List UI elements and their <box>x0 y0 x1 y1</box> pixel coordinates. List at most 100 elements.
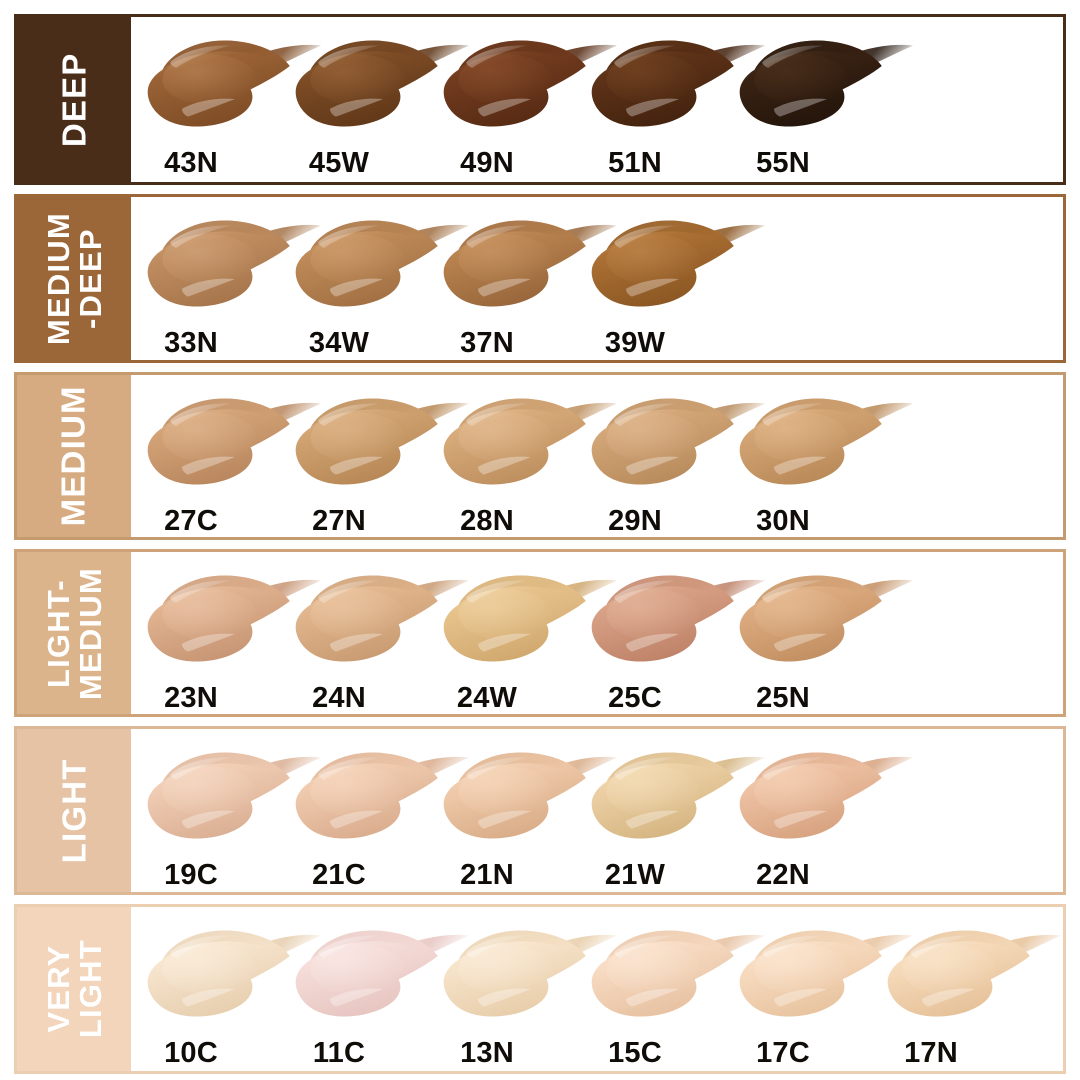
shade-row-medium: MEDIUM -DEEP <box>14 194 1066 363</box>
shade-swatch-cell[interactable]: 29N <box>575 381 766 537</box>
category-label-block: VERY LIGHT <box>17 906 131 1072</box>
shade-name-label: 34W <box>308 327 370 360</box>
shade-name-label: 17N <box>904 1036 958 1069</box>
shade-name-label: 19C <box>164 859 218 892</box>
shade-name-label: 21N <box>460 859 514 892</box>
foundation-smear-icon <box>725 564 921 676</box>
shade-name-label: 33N <box>164 327 218 360</box>
category-label-line2: -DEEP <box>72 228 108 329</box>
foundation-swatch-art <box>739 398 914 485</box>
shade-name-label: 17C <box>756 1036 810 1069</box>
shade-swatch-cell[interactable]: 37N <box>427 203 618 360</box>
shade-name-label: 11C <box>312 1036 366 1069</box>
category-label-block: MEDIUM -DEEP <box>17 197 131 360</box>
shade-name-label: 45W <box>308 147 370 179</box>
shade-name-label: 15C <box>608 1036 662 1069</box>
shade-swatch-cell[interactable]: 11C <box>279 913 470 1071</box>
swatch-area: 33N <box>131 197 1063 360</box>
shade-row-very: VERY LIGHT <box>14 903 1066 1075</box>
shade-name-label: 25N <box>756 682 810 714</box>
shade-name-label: 24W <box>456 682 518 714</box>
category-label-line1: DEEP <box>55 52 93 147</box>
shade-name-label: 21C <box>312 859 366 892</box>
swatch-area: 27C <box>131 374 1063 537</box>
category-label-text: DEEP <box>55 52 93 147</box>
shade-swatch-cell[interactable]: 43N <box>131 23 322 182</box>
category-label-text: LIGHT- MEDIUM <box>40 566 108 700</box>
foundation-swatch-art <box>739 40 914 127</box>
category-label-line2: LIGHT <box>72 939 107 1039</box>
shade-swatch-cell[interactable]: 13N <box>427 913 618 1071</box>
category-label-line2: MEDIUM <box>72 566 108 700</box>
category-label-line1: LIGHT- <box>40 578 76 688</box>
shade-swatch-cell[interactable]: 39W <box>575 203 766 360</box>
foundation-swatch-art <box>591 220 766 307</box>
category-label-line1: MEDIUM <box>55 385 93 527</box>
shade-swatch-cell[interactable]: 45W <box>279 23 470 182</box>
shade-swatch-cell[interactable]: 19C <box>131 735 322 892</box>
foundation-smear-icon <box>577 209 773 321</box>
shade-row-light: LIGHT <box>14 726 1066 895</box>
shade-swatch-cell[interactable]: 21W <box>575 735 766 892</box>
shade-name-label: 23N <box>164 682 218 714</box>
shade-name-label: 51N <box>608 147 662 179</box>
shade-swatch-cell[interactable]: 25C <box>575 558 766 714</box>
shade-name-label: 24N <box>312 682 366 714</box>
shade-name-label: 39W <box>604 327 666 360</box>
foundation-swatch-art <box>739 575 914 662</box>
shade-swatch-cell[interactable]: 24N <box>279 558 470 714</box>
shade-name-label: 13N <box>460 1036 514 1069</box>
shade-swatch-cell[interactable]: 21C <box>279 735 470 892</box>
category-label-line1: MEDIUM <box>40 212 76 345</box>
shade-swatch-cell[interactable]: 21N <box>427 735 618 892</box>
shade-swatch-cell[interactable]: 49N <box>427 23 618 182</box>
category-label-block: LIGHT <box>17 729 131 892</box>
shade-name-label: 10C <box>164 1036 218 1069</box>
shade-swatch-cell[interactable]: 10C <box>131 913 322 1071</box>
shade-swatch-cell[interactable]: 55N <box>723 23 914 182</box>
shade-name-label: 22N <box>756 859 810 892</box>
foundation-smear-icon <box>725 741 921 853</box>
shade-swatch-cell[interactable]: 30N <box>723 381 914 537</box>
shade-swatch-cell[interactable]: 23N <box>131 558 322 714</box>
swatch-area: 19C <box>131 729 1063 892</box>
category-label-text: LIGHT <box>55 758 92 863</box>
shade-name-label: 30N <box>756 504 810 537</box>
shade-name-label: 21W <box>604 859 666 892</box>
shade-name-label: 37N <box>460 327 514 360</box>
shade-name-label: 55N <box>756 147 810 179</box>
shade-name-label: 25C <box>608 682 662 714</box>
shade-name-label: 28N <box>460 504 514 537</box>
shade-row-medium: MEDIUM <box>14 371 1066 540</box>
shade-swatch-cell[interactable]: 15C <box>575 913 766 1071</box>
shade-name-label: 27N <box>312 504 366 537</box>
category-label-text: MEDIUM -DEEP <box>40 212 108 345</box>
shade-swatch-cell[interactable]: 17N <box>871 913 1062 1071</box>
shade-swatch-cell[interactable]: 27C <box>131 381 322 537</box>
category-label-text: MEDIUM <box>55 385 93 527</box>
foundation-smear-icon <box>725 29 921 141</box>
shade-name-label: 29N <box>608 504 662 537</box>
shade-swatch-cell[interactable]: 27N <box>279 381 470 537</box>
shade-swatch-cell[interactable]: 28N <box>427 381 618 537</box>
foundation-smear-icon <box>725 387 921 499</box>
category-label-block: LIGHT- MEDIUM <box>17 552 131 715</box>
swatch-area: 23N <box>131 552 1063 715</box>
shade-swatch-cell[interactable]: 51N <box>575 23 766 182</box>
shade-swatch-cell[interactable]: 22N <box>723 735 914 892</box>
shade-swatch-cell[interactable]: 24W <box>427 558 618 714</box>
category-label-block: MEDIUM <box>17 374 131 537</box>
shade-swatch-cell[interactable]: 33N <box>131 203 322 360</box>
shade-row-deep: DEEP <box>14 14 1066 186</box>
shade-swatch-cell[interactable]: 34W <box>279 203 470 360</box>
foundation-swatch-art <box>887 930 1062 1017</box>
category-label-line1: VERY <box>40 944 76 1033</box>
shade-name-label: 43N <box>164 147 218 179</box>
shade-swatch-cell[interactable]: 17C <box>723 913 914 1071</box>
category-label-block: DEEP <box>17 17 131 183</box>
shade-name-label: 27C <box>164 504 218 537</box>
foundation-swatch-art <box>739 752 914 839</box>
shade-swatch-cell[interactable]: 25N <box>723 558 914 714</box>
shade-row-light: LIGHT- MEDIUM <box>14 549 1066 718</box>
